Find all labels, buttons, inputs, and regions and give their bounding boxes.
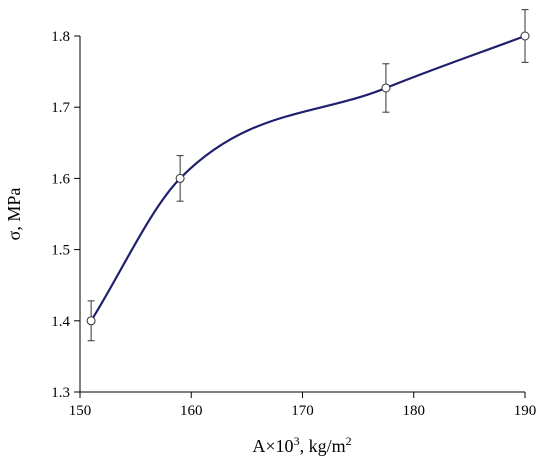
x-tick-label: 170 xyxy=(291,403,314,419)
data-point xyxy=(381,83,391,93)
y-tick-label: 1.7 xyxy=(51,100,70,116)
y-tick-label: 1.5 xyxy=(51,243,70,259)
y-tick-label: 1.8 xyxy=(51,29,70,45)
series xyxy=(86,9,530,342)
axes xyxy=(79,36,525,393)
data-point xyxy=(175,173,185,183)
x-tick-label: 180 xyxy=(403,403,426,419)
y-tick-label: 1.4 xyxy=(51,314,70,330)
x-tick-label: 150 xyxy=(69,403,92,419)
x-tick-label: 190 xyxy=(514,403,537,419)
data-point xyxy=(520,31,530,41)
y-tick-label: 1.3 xyxy=(51,385,70,401)
y-ticks: 1.3 1.4 1.5 1.6 1.7 1.8 xyxy=(51,29,80,401)
x-axis-title: A×103, kg/m2 xyxy=(252,434,351,456)
y-tick-label: 1.6 xyxy=(51,171,70,187)
y-axis-title: σ, MPa xyxy=(4,188,24,241)
x-ticks: 150 160 170 180 190 xyxy=(69,392,537,419)
series-line xyxy=(90,34,527,322)
x-tick-label: 160 xyxy=(180,403,203,419)
data-point xyxy=(86,316,96,326)
